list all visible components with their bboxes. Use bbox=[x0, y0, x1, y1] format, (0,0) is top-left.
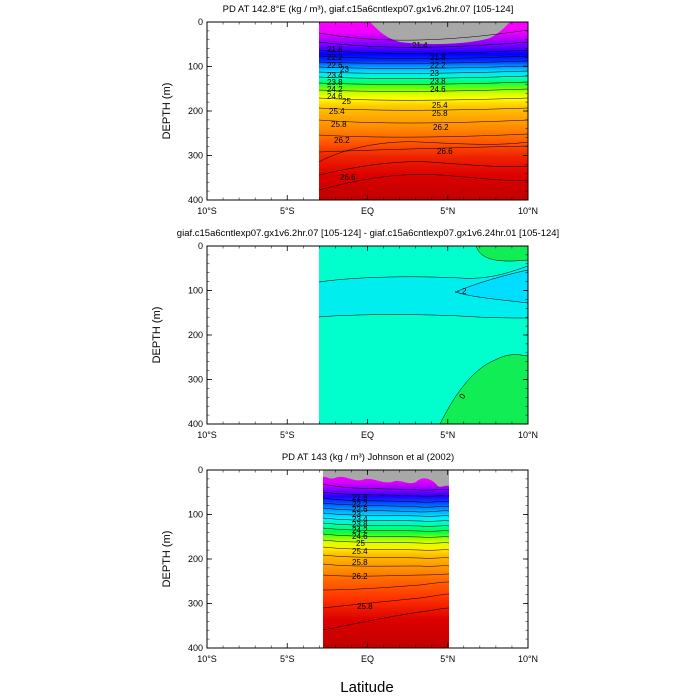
panel2-x-tick-label-3: 5°N bbox=[440, 430, 455, 440]
panel3-label-24-2: 24.2 bbox=[352, 526, 368, 535]
panel3-label-21-8: 21.8 bbox=[352, 493, 368, 502]
panel2-y-tick-label-4: 400 bbox=[188, 419, 203, 429]
panel1-label-25: 25 bbox=[342, 97, 351, 106]
panel1-label-23-4: 23.4 bbox=[327, 71, 343, 80]
panel1-title: PD AT 142.8°E (kg / m³), giaf.c15a6cntle… bbox=[223, 4, 514, 15]
panel3-label-26-2: 26.2 bbox=[352, 572, 368, 581]
panel3-label-22-2: 22.2 bbox=[352, 500, 368, 509]
panel1-label-26-6-b: 26.6 bbox=[437, 147, 453, 156]
panel2-y-tick-label-1: 100 bbox=[188, 286, 203, 296]
panel2-y-tick-label-3: 300 bbox=[188, 375, 203, 385]
panel3-y-tick-label-2: 200 bbox=[188, 554, 203, 564]
panel3-x-tick-label-4: 10°N bbox=[518, 654, 538, 664]
panel1-y-tick-label-3: 300 bbox=[188, 151, 203, 161]
panel3-y-tick-label-0: 0 bbox=[198, 465, 203, 475]
panel2-minimum-region bbox=[455, 270, 528, 303]
panel3-contours bbox=[323, 483, 449, 631]
panel1-label-24-6-b: 24.6 bbox=[430, 85, 446, 94]
panel1-label-26-2: 26.2 bbox=[334, 136, 350, 145]
panel1-y-tick-label-0: 0 bbox=[198, 17, 203, 27]
panel2-label-minus-0-2: -.2 bbox=[457, 287, 467, 296]
panel1-label-22-6: 22.6 bbox=[327, 61, 343, 70]
panel1-label-22-2: 22.2 bbox=[327, 53, 343, 62]
panel1-label-26-6: 26.6 bbox=[340, 173, 356, 182]
panel2-x-tick-label-2: EQ bbox=[361, 430, 374, 440]
panel1-label-23: 23 bbox=[340, 65, 349, 74]
panel1-label-24-6: 24.6 bbox=[327, 92, 343, 101]
panel2-ylabel: DEPTH (m) bbox=[151, 307, 163, 364]
panel3-contour-labels: 21.8 22.2 22.6 23 23.4 23.8 24.2 24.6 25… bbox=[352, 493, 373, 611]
panel3-label-23: 23 bbox=[352, 510, 361, 519]
panel1-label-26-2-b: 26.2 bbox=[433, 123, 449, 132]
panel3-label-24-6: 24.6 bbox=[352, 532, 368, 541]
panel2-x-tick-label-4: 10°N bbox=[518, 430, 538, 440]
panel1-label-23-8: 23.8 bbox=[327, 78, 343, 87]
panel3-label-25-8-deep: 25.8 bbox=[357, 602, 373, 611]
panel2-band bbox=[319, 266, 528, 318]
panel3-x-tick-label-3: 5°N bbox=[440, 654, 455, 664]
panel1-label-21-8: 21.8 bbox=[327, 45, 343, 54]
panel3-y-tick-label-4: 400 bbox=[188, 643, 203, 653]
panel1-y-tick-label-2: 200 bbox=[188, 106, 203, 116]
panel1-contours bbox=[319, 29, 528, 191]
panel2-x-tick-label-0: 10°S bbox=[197, 430, 217, 440]
panel1-contour-labels: 21.4 21.8 22.2 22.6 23 23.4 23.8 24.2 24… bbox=[327, 41, 453, 182]
panel1-label-25-4: 25.4 bbox=[329, 107, 345, 116]
panel2-positive-bottom bbox=[440, 354, 528, 424]
panel3-label-25-8: 25.8 bbox=[352, 558, 368, 567]
panel1-label-23-b: 23 bbox=[430, 69, 439, 78]
panel2-label-zero: 0 bbox=[457, 392, 467, 401]
x-axis-label: Latitude bbox=[340, 679, 393, 696]
panel3-label-25: 25 bbox=[356, 539, 365, 548]
panel2-y-tick-label-2: 200 bbox=[188, 330, 203, 340]
panel3-label-23-4: 23.4 bbox=[352, 515, 368, 524]
panel3-y-tick-label-1: 100 bbox=[188, 510, 203, 520]
panel1-ylabel: DEPTH (m) bbox=[161, 83, 173, 140]
panel1-axes: 10°S 5°S EQ 5°N 10°N 0 100 200 300 400 bbox=[188, 17, 538, 216]
panel3-label-22-6: 22.6 bbox=[352, 505, 368, 514]
panel3-axes: 10°S 5°S EQ 5°N 10°N 0 100 200 300 400 bbox=[188, 465, 538, 664]
panel-3: PD AT 143 (kg / m³) Johnson et al (2002) bbox=[161, 452, 538, 664]
panel2-contours bbox=[319, 246, 528, 424]
panel3-title: PD AT 143 (kg / m³) Johnson et al (2002) bbox=[282, 452, 454, 463]
panel1-y-tick-label-1: 100 bbox=[188, 62, 203, 72]
panel3-label-23-8: 23.8 bbox=[352, 520, 368, 529]
panel1-label-23-8-b: 23.8 bbox=[430, 77, 446, 86]
panel2-title: giaf.c15a6cntlexp07.gx1v6.2hr.07 [105-12… bbox=[177, 228, 559, 239]
panel3-x-tick-label-0: 10°S bbox=[197, 654, 217, 664]
panel1-x-tick-label-2: EQ bbox=[361, 206, 374, 216]
panel-1: PD AT 142.8°E (kg / m³), giaf.c15a6cntle… bbox=[161, 4, 538, 216]
panel3-density-field bbox=[323, 470, 449, 648]
panel1-label-21-4: 21.4 bbox=[412, 41, 428, 50]
panel2-axes: 10°S 5°S EQ 5°N 10°N 0 100 200 300 400 bbox=[188, 241, 538, 440]
panel1-x-tick-label-4: 10°N bbox=[518, 206, 538, 216]
panel3-missing-surface bbox=[323, 470, 449, 487]
panel1-label-21-8-b: 21.8 bbox=[430, 53, 446, 62]
panel2-plot-area: -.2 0 bbox=[319, 246, 528, 424]
panel1-label-22-2-b: 22.2 bbox=[430, 61, 446, 70]
panel1-y-tick-label-4: 400 bbox=[188, 195, 203, 205]
panel-2: giaf.c15a6cntlexp07.gx1v6.2hr.07 [105-12… bbox=[151, 228, 559, 440]
panel3-y-tick-label-3: 300 bbox=[188, 599, 203, 609]
panel3-label-25-4: 25.4 bbox=[352, 547, 368, 556]
panel1-label-24-2: 24.2 bbox=[327, 85, 343, 94]
panel2-positive-top bbox=[476, 246, 528, 262]
panel1-x-tick-label-0: 10°S bbox=[197, 206, 217, 216]
panel3-x-tick-label-2: EQ bbox=[361, 654, 374, 664]
panel3-plot-area: 21.8 22.2 22.6 23 23.4 23.8 24.2 24.6 25… bbox=[323, 470, 449, 648]
panel2-y-tick-label-0: 0 bbox=[198, 241, 203, 251]
panel1-plot-area: 21.4 21.8 22.2 22.6 23 23.4 23.8 24.2 24… bbox=[319, 22, 528, 200]
panel1-label-25-8: 25.8 bbox=[331, 120, 347, 129]
panel3-ylabel: DEPTH (m) bbox=[161, 531, 173, 588]
panel1-label-25-4-b: 25.4 bbox=[432, 101, 448, 110]
panel1-label-25-8-b: 25.8 bbox=[432, 109, 448, 118]
panel1-missing-surface bbox=[370, 22, 510, 45]
panel1-x-tick-label-3: 5°N bbox=[440, 206, 455, 216]
panel1-x-tick-label-1: 5°S bbox=[280, 206, 295, 216]
panel3-x-tick-label-1: 5°S bbox=[280, 654, 295, 664]
panel2-x-tick-label-1: 5°S bbox=[280, 430, 295, 440]
